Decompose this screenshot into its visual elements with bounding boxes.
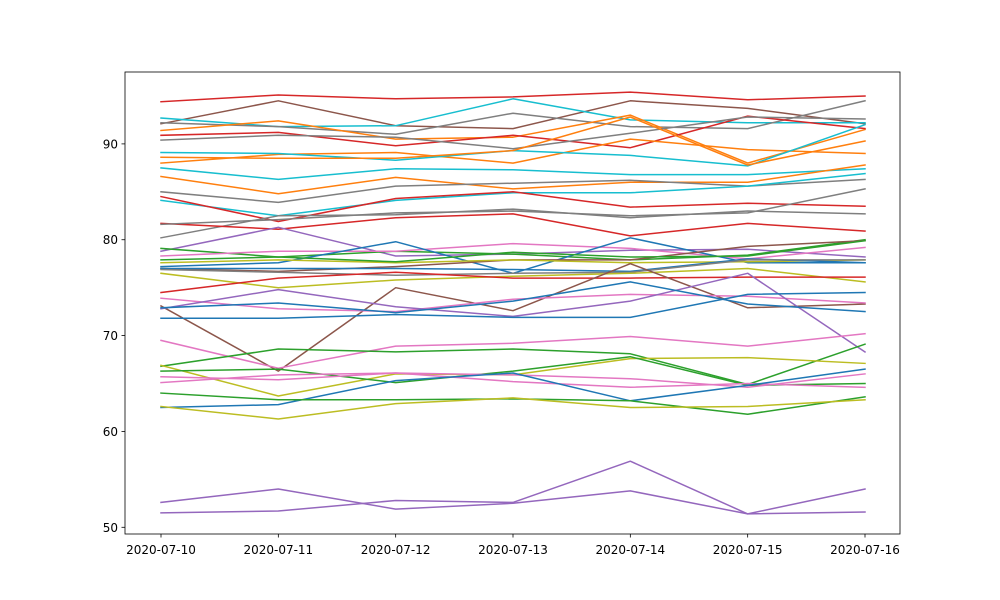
y-tick-label: 70 — [103, 329, 118, 343]
series-line-7 — [160, 116, 866, 150]
x-tick-label: 2020-07-16 — [830, 543, 900, 557]
plot-frame — [124, 71, 901, 535]
y-tick-label: 60 — [103, 425, 118, 439]
series-line-8 — [160, 138, 866, 164]
x-tick-label: 2020-07-11 — [243, 543, 313, 557]
series-line-28 — [160, 267, 866, 289]
series-line-4 — [160, 99, 866, 136]
series-line-39 — [160, 372, 866, 389]
series-line-45 — [160, 460, 866, 515]
series-line-11 — [160, 167, 866, 181]
series-line-35 — [160, 332, 866, 369]
series-line-1 — [160, 91, 866, 103]
series-line-31 — [160, 293, 866, 313]
x-tick-label: 2020-07-10 — [126, 543, 196, 557]
series-layer — [159, 91, 867, 515]
series-line-16 — [160, 208, 866, 239]
series-line-17 — [160, 213, 866, 237]
series-line-26 — [160, 258, 866, 273]
series-line-5 — [160, 114, 866, 164]
series-line-18 — [160, 188, 866, 226]
x-tick-label: 2020-07-12 — [361, 543, 431, 557]
series-line-30 — [159, 262, 866, 372]
y-tick-label: 50 — [103, 521, 118, 535]
series-line-6 — [160, 115, 866, 149]
series-line-10 — [160, 116, 866, 166]
series-line-2 — [160, 100, 866, 130]
series-line-27 — [160, 259, 866, 276]
series-line-25 — [160, 239, 866, 263]
y-tick-label: 80 — [103, 233, 118, 247]
y-axis: 50 60 70 80 90 — [103, 137, 125, 535]
series-line-34 — [160, 291, 866, 320]
x-tick-label: 2020-07-15 — [713, 543, 783, 557]
series-line-32 — [160, 272, 867, 353]
x-tick-label: 2020-07-14 — [595, 543, 665, 557]
series-line-24 — [160, 259, 866, 264]
series-line-15 — [160, 191, 866, 223]
series-line-43 — [160, 397, 866, 420]
series-line-33 — [160, 281, 866, 314]
series-line-40 — [160, 372, 866, 389]
series-line-29 — [160, 271, 866, 294]
y-tick-label: 90 — [103, 137, 118, 151]
series-line-41 — [160, 368, 866, 409]
x-axis: 2020-07-10 2020-07-11 2020-07-12 2020-07-13… — [126, 534, 900, 557]
x-tick-label: 2020-07-13 — [478, 543, 548, 557]
series-line-42 — [160, 392, 866, 415]
series-line-12 — [160, 164, 866, 195]
series-line-36 — [160, 343, 866, 386]
